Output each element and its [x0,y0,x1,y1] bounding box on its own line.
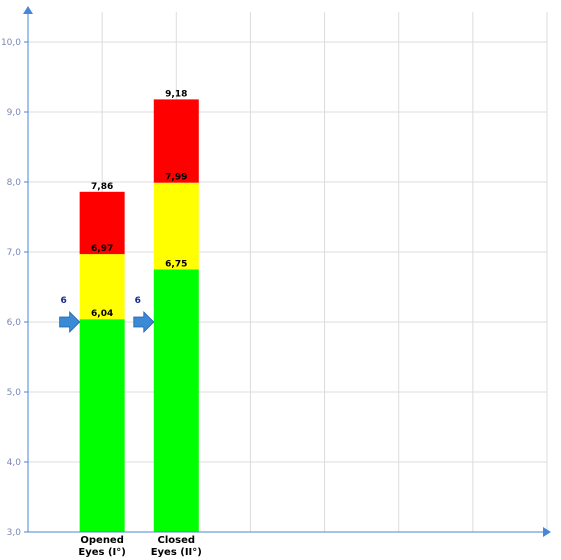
bar-segment [79,319,125,532]
category-label: Opened [80,535,124,546]
labels: 3,0 4,0 5,0 6,0 7,0 8,0 9,0 10,0 6,04 6,97 7,86 Ope… [1,38,202,558]
target-label: 6 [61,296,67,306]
value-label: 6,97 [91,244,113,254]
x-axis-arrow-icon [543,527,551,537]
y-tick-label: 7,0 [7,248,22,258]
y-axis-arrow-icon [23,6,33,14]
bar-segment [79,191,125,255]
category-label: Eyes (I°) [78,547,125,558]
y-tick-label: 6,0 [7,318,22,328]
y-tick-label: 8,0 [7,178,22,188]
target-label: 6 [135,296,141,306]
value-label: 6,04 [91,309,113,319]
category-label: Eyes (II°) [151,547,202,558]
grid [28,12,548,532]
bar-segment [153,99,199,183]
y-tick-label: 4,0 [7,458,22,468]
bar-segment [79,254,125,320]
value-label: 7,86 [91,182,113,192]
value-label: 6,75 [165,260,187,270]
y-tick-label: 3,0 [7,528,22,538]
value-label: 7,99 [165,173,187,183]
y-tick-label: 5,0 [7,388,22,398]
y-tick-label: 9,0 [7,108,22,118]
bars [59,99,199,532]
bar-segment [153,182,199,270]
axes [23,6,551,537]
y-tick-label: 10,0 [1,38,21,48]
target-arrow-icon [59,311,81,333]
category-label: Closed [158,535,196,546]
bar-segment [153,269,199,532]
target-arrow-icon [133,311,155,333]
value-label: 9,18 [165,89,187,99]
